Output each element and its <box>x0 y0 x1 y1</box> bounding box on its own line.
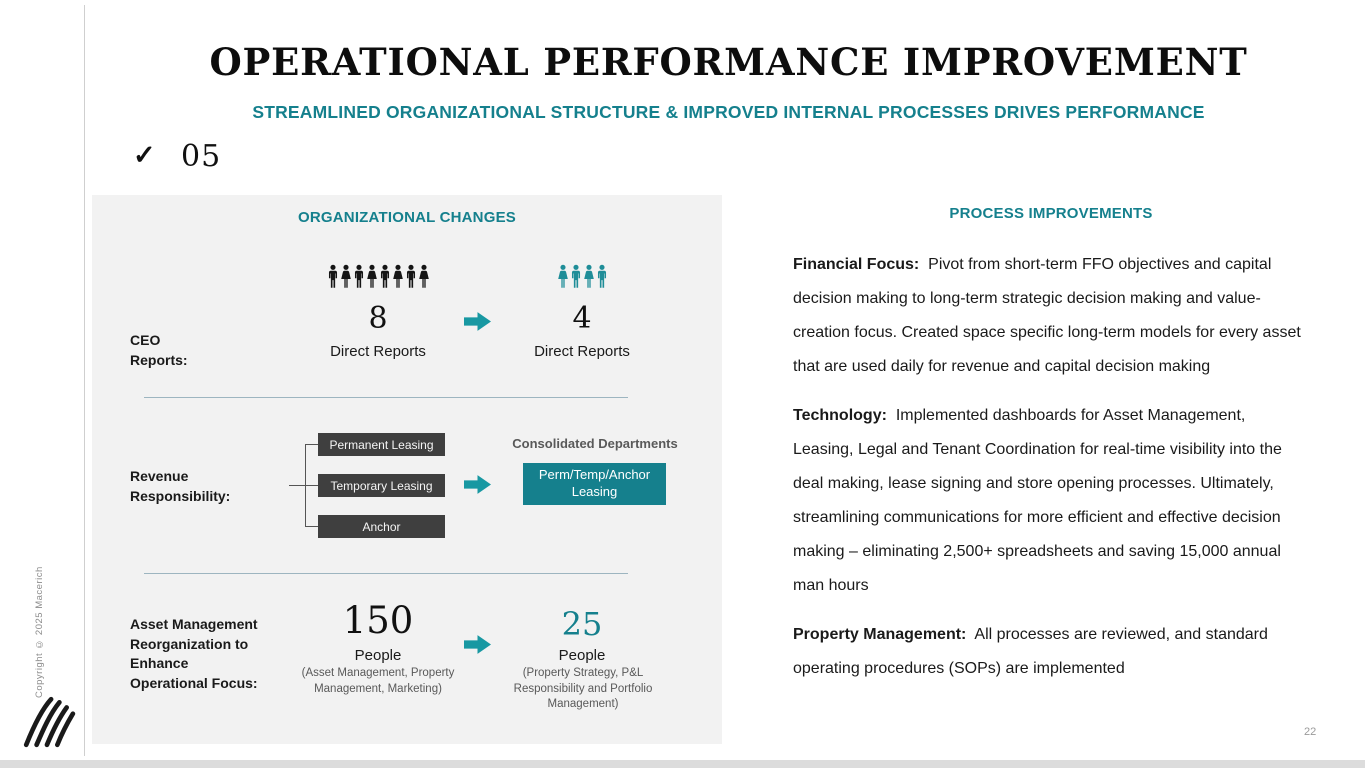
process-item-text: All processes are reviewed, and standard… <box>793 626 1268 677</box>
revenue-responsibility-label: Revenue Responsibility: <box>130 468 231 504</box>
section-divider <box>144 397 628 398</box>
consolidated-departments-title: Consolidated Departments <box>512 436 678 451</box>
before-people-caption: People <box>354 647 402 664</box>
process-item-financial-focus: Financial Focus: Pivot from short-term F… <box>793 248 1309 384</box>
transition-arrow-icon <box>464 312 491 331</box>
process-item-text: Implemented dashboards for Asset Managem… <box>793 407 1282 594</box>
department-box-permanent-leasing: Permanent Leasing <box>318 433 445 456</box>
ceo-reports-label: CEO Reports: <box>130 332 188 368</box>
bracket-line <box>305 526 318 527</box>
bracket-line <box>305 444 318 445</box>
copyright-text: Copyright © 2025 Macerich <box>34 566 45 698</box>
process-improvements-title: PROCESS IMPROVEMENTS <box>949 205 1153 222</box>
process-item-label: Financial Focus: <box>793 256 920 273</box>
department-box-temporary-leasing: Temporary Leasing <box>318 474 445 497</box>
people-icons-before <box>288 264 468 290</box>
macerich-logo-icon <box>20 696 76 748</box>
consolidated-department-box: Perm/Temp/Anchor Leasing <box>523 463 666 505</box>
slide-title: OPERATIONAL PERFORMANCE IMPROVEMENT <box>209 40 1248 84</box>
process-item-label: Technology: <box>793 407 887 424</box>
organizational-changes-panel: ORGANIZATIONAL CHANGES CEO Reports: 8 Di… <box>92 195 722 744</box>
process-improvements-panel: PROCESS IMPROVEMENTS Financial Focus: Pi… <box>793 205 1309 701</box>
slide-subtitle: STREAMLINED ORGANIZATIONAL STRUCTURE & I… <box>252 102 1205 122</box>
after-direct-reports-value: 4 <box>572 301 592 336</box>
transition-arrow-icon <box>464 475 491 494</box>
after-direct-reports-caption: Direct Reports <box>534 343 630 360</box>
people-icons-after <box>502 264 662 290</box>
before-direct-reports-value: 8 <box>368 301 388 336</box>
department-box-anchor: Anchor <box>318 515 445 538</box>
page-number: 22 <box>1304 726 1317 738</box>
section-divider <box>144 573 628 574</box>
after-people-value: 25 <box>561 605 603 643</box>
asset-management-label: Asset Management Reorganization to Enhan… <box>130 616 258 691</box>
bracket-line <box>305 485 318 486</box>
section-number: 05 <box>181 139 222 174</box>
process-item-technology: Technology: Implemented dashboards for A… <box>793 399 1309 603</box>
process-item-text: Pivot from short-term FFO objectives and… <box>793 256 1301 375</box>
bracket-line <box>289 485 305 486</box>
process-item-label: Property Management: <box>793 626 967 643</box>
checkmark-icon: ✓ <box>133 140 156 170</box>
process-item-property-management: Property Management: All processes are r… <box>793 618 1309 686</box>
slide-bottom-edge <box>0 760 1365 768</box>
after-people-detail: (Property Strategy, P&L Responsibility a… <box>513 667 653 711</box>
org-changes-title: ORGANIZATIONAL CHANGES <box>297 209 516 226</box>
before-people-value: 150 <box>342 599 414 642</box>
before-direct-reports-caption: Direct Reports <box>330 343 426 360</box>
transition-arrow-icon <box>464 635 491 654</box>
left-rail-divider <box>84 5 85 756</box>
before-people-detail: (Asset Management, Property Management, … <box>301 667 455 695</box>
after-people-caption: People <box>558 647 606 664</box>
